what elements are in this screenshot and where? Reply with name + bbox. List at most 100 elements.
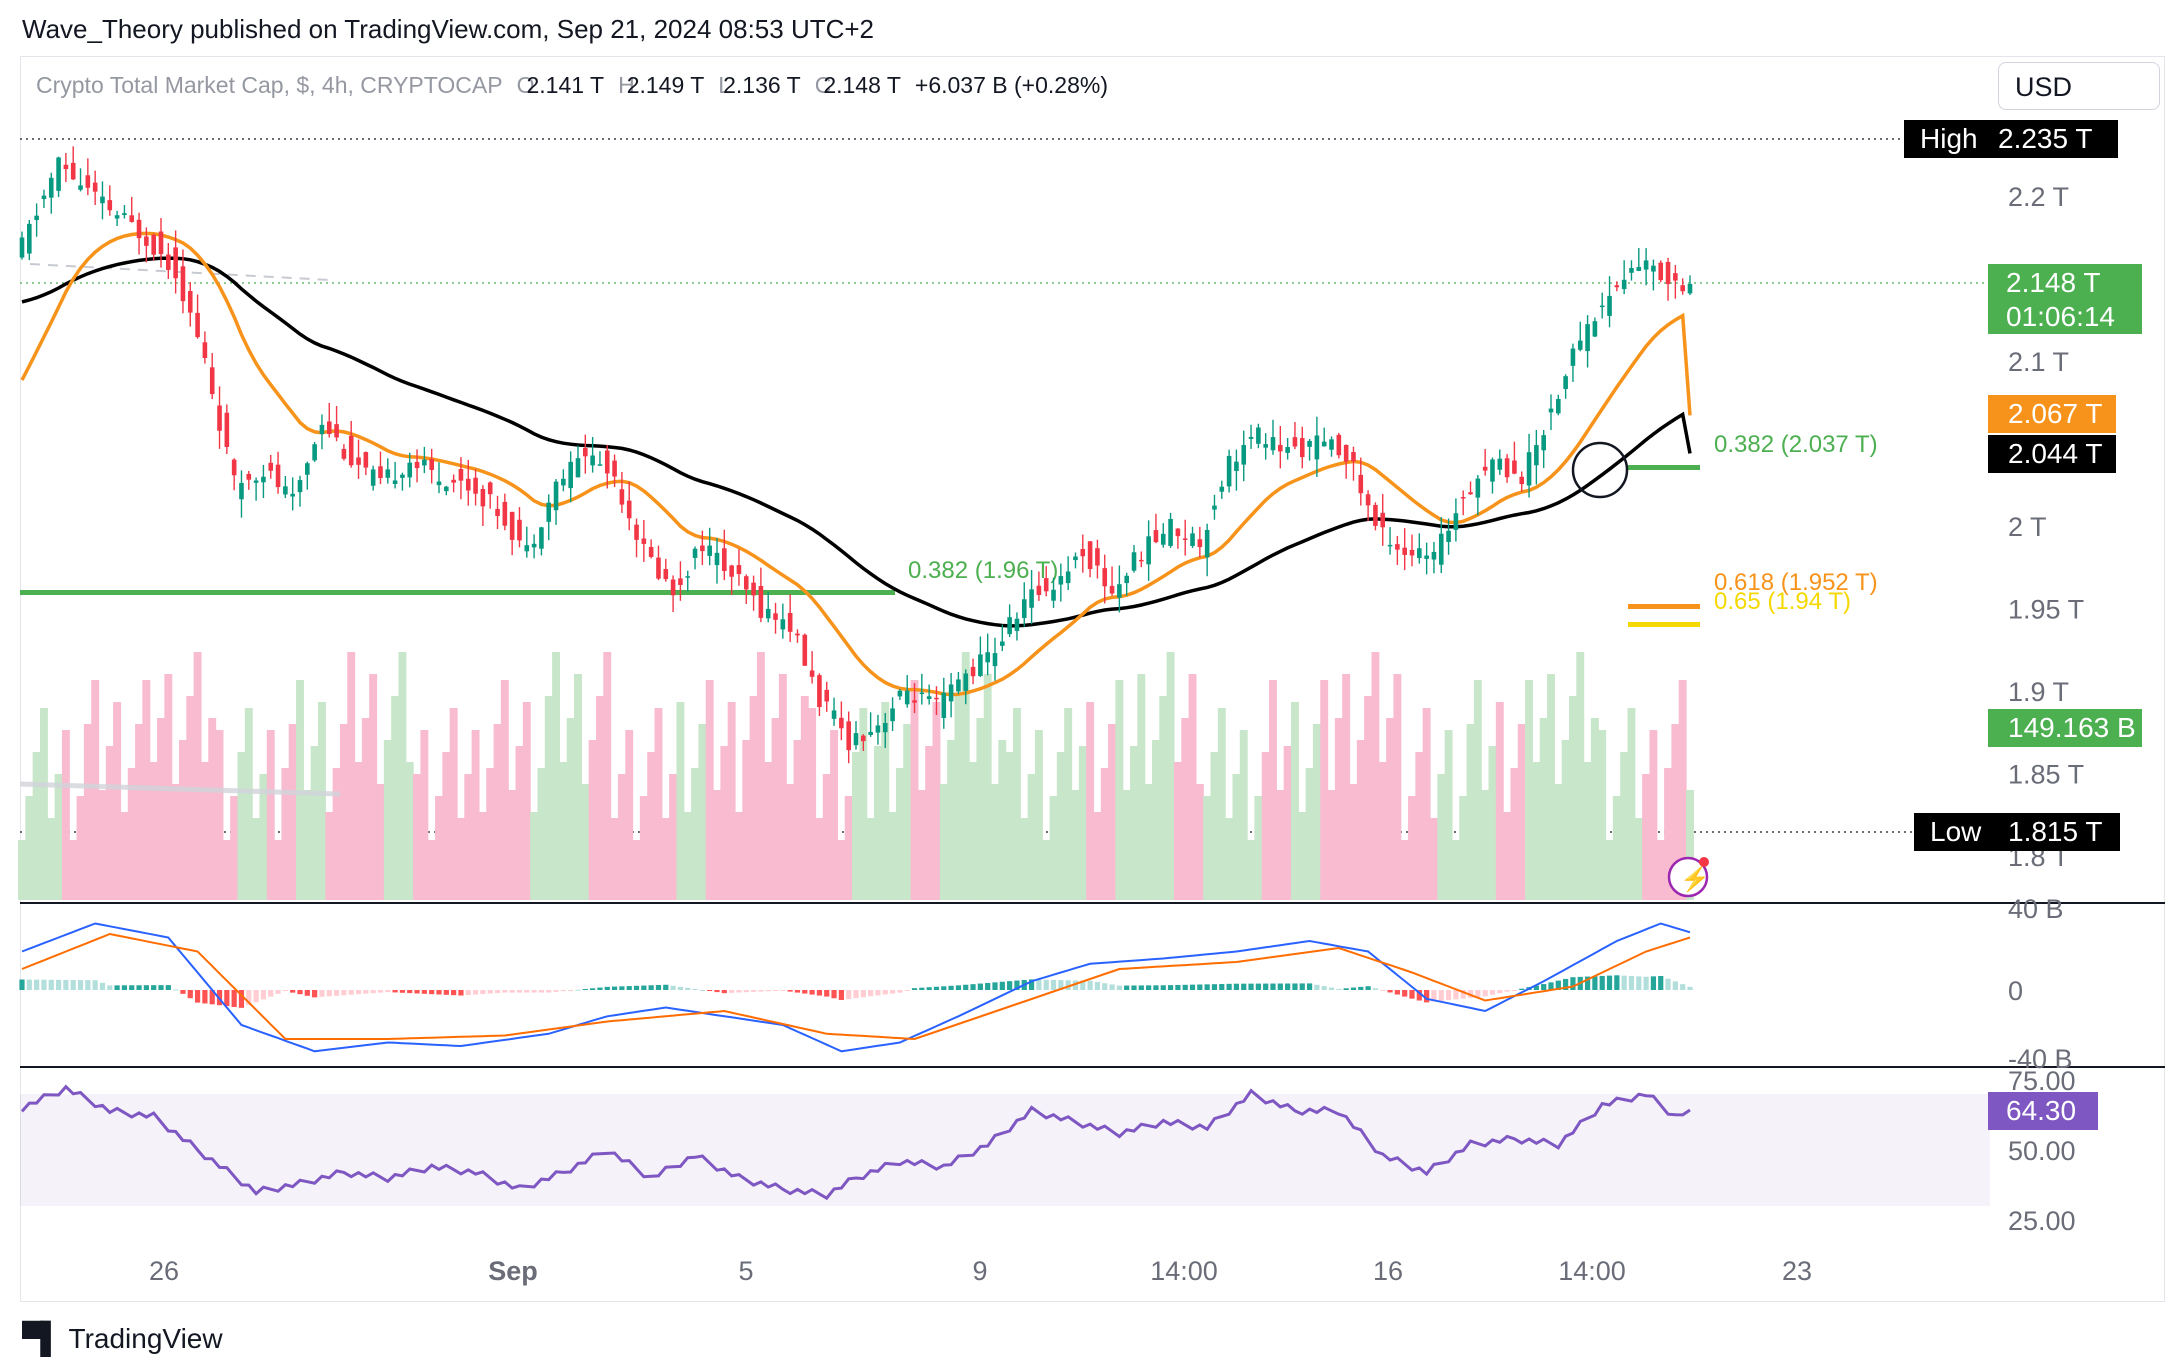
candle-body	[1256, 427, 1261, 444]
candle-body	[1131, 552, 1137, 571]
macd-histogram-bar	[370, 990, 376, 994]
macd-histogram-bar	[597, 987, 603, 990]
candle-body	[1007, 617, 1012, 635]
candle-body	[802, 634, 808, 666]
macd-histogram-bar	[524, 990, 530, 993]
candle-body	[312, 444, 317, 461]
candle-body	[1446, 530, 1451, 542]
macd-histogram-bar	[1058, 980, 1064, 990]
candle-body	[41, 195, 47, 200]
candles	[19, 146, 1693, 764]
volume-bar	[237, 752, 246, 900]
candle-body	[1526, 452, 1532, 486]
volume-bar	[1590, 718, 1599, 900]
candle-body	[1182, 538, 1188, 540]
volume-bar	[281, 768, 290, 900]
candle-body	[1497, 458, 1503, 470]
macd-histogram-bar	[1489, 990, 1496, 995]
candle-body	[1278, 444, 1283, 452]
symbol-name[interactable]: Crypto Total Market Cap, $, 4h, CRYPTOCA…	[36, 72, 503, 98]
footer-brand[interactable]: ▀▌ TradingView	[22, 1322, 223, 1356]
macd-histogram-bar	[1372, 988, 1379, 990]
candle-body	[209, 367, 215, 395]
macd-histogram-bar	[1299, 983, 1305, 990]
volume-bar	[391, 696, 400, 900]
low-tag-value: 1.815 T	[2008, 816, 2103, 847]
currency-selector[interactable]: USD	[1998, 62, 2160, 110]
volume-zones	[18, 652, 1694, 900]
fib-65-line	[1628, 622, 1700, 627]
candle-body	[122, 213, 127, 216]
macd-histogram-bar	[355, 990, 362, 995]
volume-bar	[317, 702, 326, 900]
volume-bar	[435, 796, 443, 900]
macd-histogram-bar	[1211, 984, 1218, 990]
volume-bar	[1634, 818, 1643, 900]
volume-bar	[1532, 762, 1541, 900]
candle-body	[1329, 439, 1334, 450]
volume-bar	[47, 818, 56, 900]
candle-body	[502, 501, 508, 526]
macd-histogram-bar	[1453, 990, 1459, 1000]
candle-body	[1438, 533, 1444, 565]
macd-histogram-bar	[1658, 976, 1664, 990]
high-tag-label: High	[1920, 123, 1978, 154]
candle-body	[268, 462, 274, 471]
volume-bar	[727, 702, 736, 900]
macd-histogram-bar	[1204, 984, 1210, 990]
candle-body	[868, 731, 873, 735]
candle-body	[1395, 544, 1400, 550]
volume-bar	[559, 762, 568, 900]
candle-body	[824, 689, 830, 702]
candle-body	[378, 466, 383, 479]
time-axis-label: 5	[738, 1256, 753, 1286]
candle-body	[1548, 408, 1554, 413]
candle-body	[1299, 438, 1305, 458]
macd-histogram-bar	[868, 990, 874, 997]
candle-body	[319, 424, 325, 435]
volume-bar	[1049, 796, 1058, 900]
candle-body	[1680, 285, 1685, 292]
fibonacci-levels: 0.382 (1.96 T) 0.382 (2.037 T) 0.618 (1.95…	[20, 431, 1878, 627]
volume-bar	[1686, 790, 1694, 900]
macd-histogram-bar	[1226, 983, 1232, 990]
candle-body	[363, 452, 369, 468]
candle-body	[224, 412, 230, 447]
volume-bar	[969, 762, 978, 900]
candle-body	[1160, 533, 1166, 545]
macd-histogram-bar	[202, 990, 208, 1004]
candle-body	[1424, 555, 1429, 559]
volume-bar	[1517, 724, 1526, 900]
macd-histogram-bar	[114, 985, 120, 990]
volume-bar	[369, 674, 378, 900]
candle-body	[341, 448, 347, 459]
macd-histogram-bar	[604, 986, 610, 990]
candle-body	[1570, 348, 1576, 366]
candle-body	[583, 448, 588, 457]
volume-bar	[581, 784, 590, 900]
macd-histogram-bar	[1043, 979, 1049, 990]
candle-body	[1343, 445, 1349, 462]
volume-bar	[1364, 696, 1373, 900]
volume-bar	[1605, 840, 1614, 900]
macd-histogram-bar	[692, 988, 698, 990]
macd-histogram-bar	[1116, 985, 1122, 990]
macd-histogram-bar	[1445, 990, 1452, 1001]
macd-histogram-bar	[224, 990, 230, 1007]
candle-body	[173, 247, 178, 279]
volume-bar	[39, 708, 48, 900]
macd-histogram-bar	[568, 990, 574, 991]
volume-bar	[983, 674, 992, 900]
volume-bar	[1100, 768, 1109, 900]
macd-histogram-bar	[648, 985, 654, 990]
volume-bar	[1254, 796, 1263, 900]
volume-bar	[1612, 796, 1621, 900]
macd-histogram-bar	[312, 990, 318, 998]
volume-bar	[852, 752, 860, 900]
macd-histogram-bar	[1233, 983, 1240, 990]
time-axis-label: 16	[1373, 1256, 1403, 1286]
candle-body	[1563, 376, 1568, 389]
macd-histogram-bar	[1570, 977, 1576, 990]
candle-body	[1431, 551, 1437, 560]
